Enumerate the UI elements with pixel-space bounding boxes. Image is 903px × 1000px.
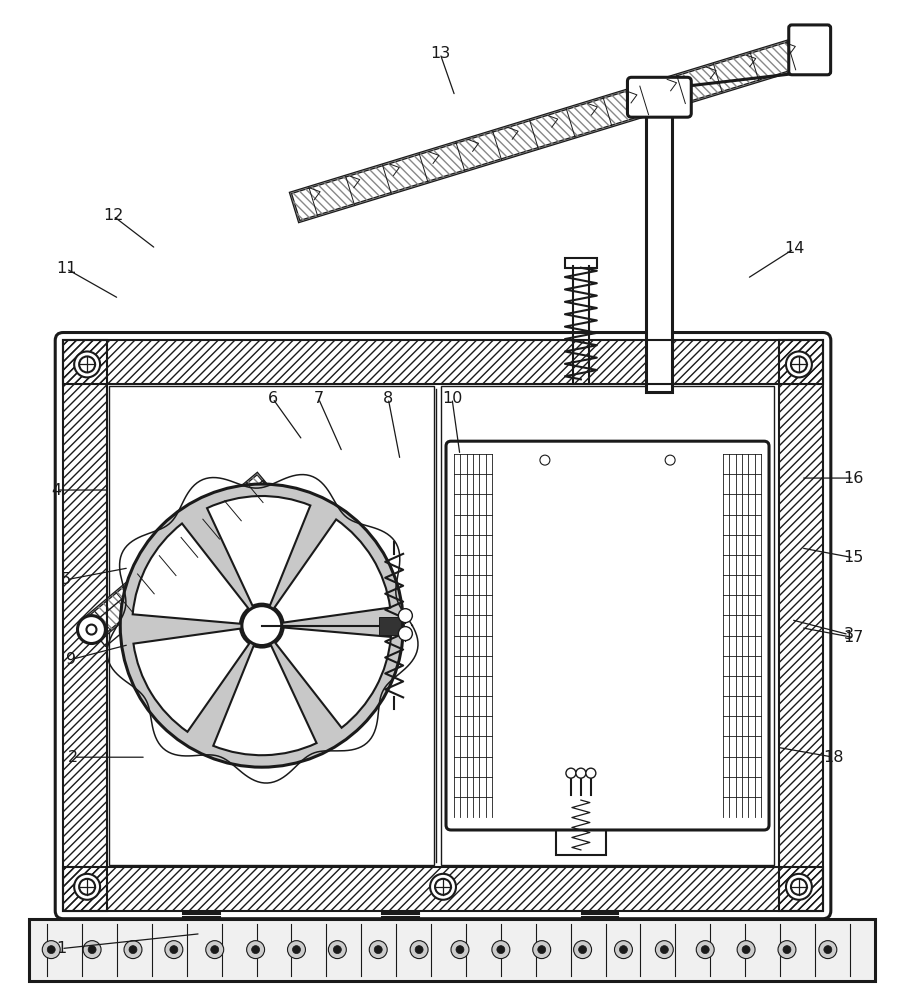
Bar (646, 89, 672, 392)
Text: 7: 7 (313, 391, 323, 406)
Text: 2: 2 (68, 750, 79, 765)
Circle shape (120, 484, 403, 767)
Circle shape (614, 941, 632, 959)
Bar (379, 617, 401, 635)
FancyBboxPatch shape (445, 441, 768, 830)
Circle shape (210, 946, 219, 954)
Circle shape (619, 946, 627, 954)
Circle shape (88, 946, 96, 954)
Circle shape (741, 946, 749, 954)
Circle shape (247, 941, 265, 959)
Circle shape (777, 941, 795, 959)
Circle shape (455, 946, 463, 954)
Bar (109, 386, 433, 865)
Bar (441, 386, 773, 865)
Wedge shape (275, 519, 390, 623)
Circle shape (251, 946, 259, 954)
Circle shape (206, 941, 223, 959)
Text: 4: 4 (51, 483, 61, 498)
Circle shape (398, 627, 412, 641)
Circle shape (333, 946, 341, 954)
Circle shape (785, 351, 811, 377)
FancyBboxPatch shape (788, 25, 830, 75)
Circle shape (823, 946, 831, 954)
Text: 13: 13 (430, 46, 450, 61)
Circle shape (532, 941, 550, 959)
Circle shape (293, 946, 300, 954)
Circle shape (124, 941, 142, 959)
Wedge shape (213, 645, 316, 755)
Text: 9: 9 (66, 652, 76, 667)
Circle shape (164, 941, 182, 959)
Polygon shape (290, 36, 814, 222)
Circle shape (659, 946, 667, 954)
Wedge shape (134, 629, 249, 732)
Circle shape (573, 941, 591, 959)
FancyBboxPatch shape (627, 77, 691, 117)
Circle shape (736, 941, 754, 959)
Circle shape (414, 946, 423, 954)
Circle shape (328, 941, 346, 959)
Circle shape (287, 941, 305, 959)
Circle shape (785, 874, 811, 900)
Circle shape (695, 941, 713, 959)
FancyBboxPatch shape (55, 333, 830, 919)
Circle shape (242, 606, 282, 646)
Text: 18: 18 (823, 750, 843, 765)
Text: 16: 16 (842, 471, 863, 486)
Circle shape (74, 351, 100, 377)
Circle shape (782, 946, 790, 954)
Text: 8: 8 (383, 391, 393, 406)
Text: 1: 1 (56, 941, 66, 956)
Circle shape (170, 946, 178, 954)
Circle shape (497, 946, 504, 954)
Circle shape (368, 941, 386, 959)
Bar (29, 919, 874, 981)
Circle shape (565, 768, 575, 778)
Circle shape (818, 941, 836, 959)
Circle shape (87, 625, 97, 635)
Wedge shape (133, 523, 248, 624)
Circle shape (655, 941, 673, 959)
Text: 6: 6 (267, 391, 277, 406)
Circle shape (537, 946, 545, 954)
Circle shape (451, 941, 469, 959)
Text: 10: 10 (442, 391, 461, 406)
Text: 15: 15 (842, 550, 863, 565)
Circle shape (78, 616, 106, 644)
Circle shape (701, 946, 709, 954)
Bar (564, 258, 596, 268)
Circle shape (47, 946, 55, 954)
Circle shape (83, 941, 101, 959)
Circle shape (129, 946, 137, 954)
Circle shape (800, 41, 818, 59)
Circle shape (665, 455, 675, 465)
Text: 14: 14 (783, 241, 804, 256)
Polygon shape (83, 474, 274, 639)
Circle shape (398, 609, 412, 623)
Circle shape (491, 941, 509, 959)
Circle shape (74, 874, 100, 900)
Text: 17: 17 (842, 630, 863, 645)
Text: 3: 3 (842, 627, 852, 642)
Circle shape (585, 768, 595, 778)
Text: 11: 11 (56, 261, 77, 276)
Wedge shape (275, 628, 390, 728)
Text: 5: 5 (61, 572, 71, 587)
Bar (555, 795, 605, 855)
Circle shape (374, 946, 382, 954)
Circle shape (410, 941, 428, 959)
Wedge shape (207, 496, 310, 606)
Circle shape (648, 87, 668, 107)
Circle shape (430, 874, 455, 900)
Circle shape (42, 941, 61, 959)
Text: 12: 12 (103, 208, 123, 223)
Circle shape (578, 946, 586, 954)
Circle shape (575, 768, 585, 778)
Circle shape (539, 455, 549, 465)
